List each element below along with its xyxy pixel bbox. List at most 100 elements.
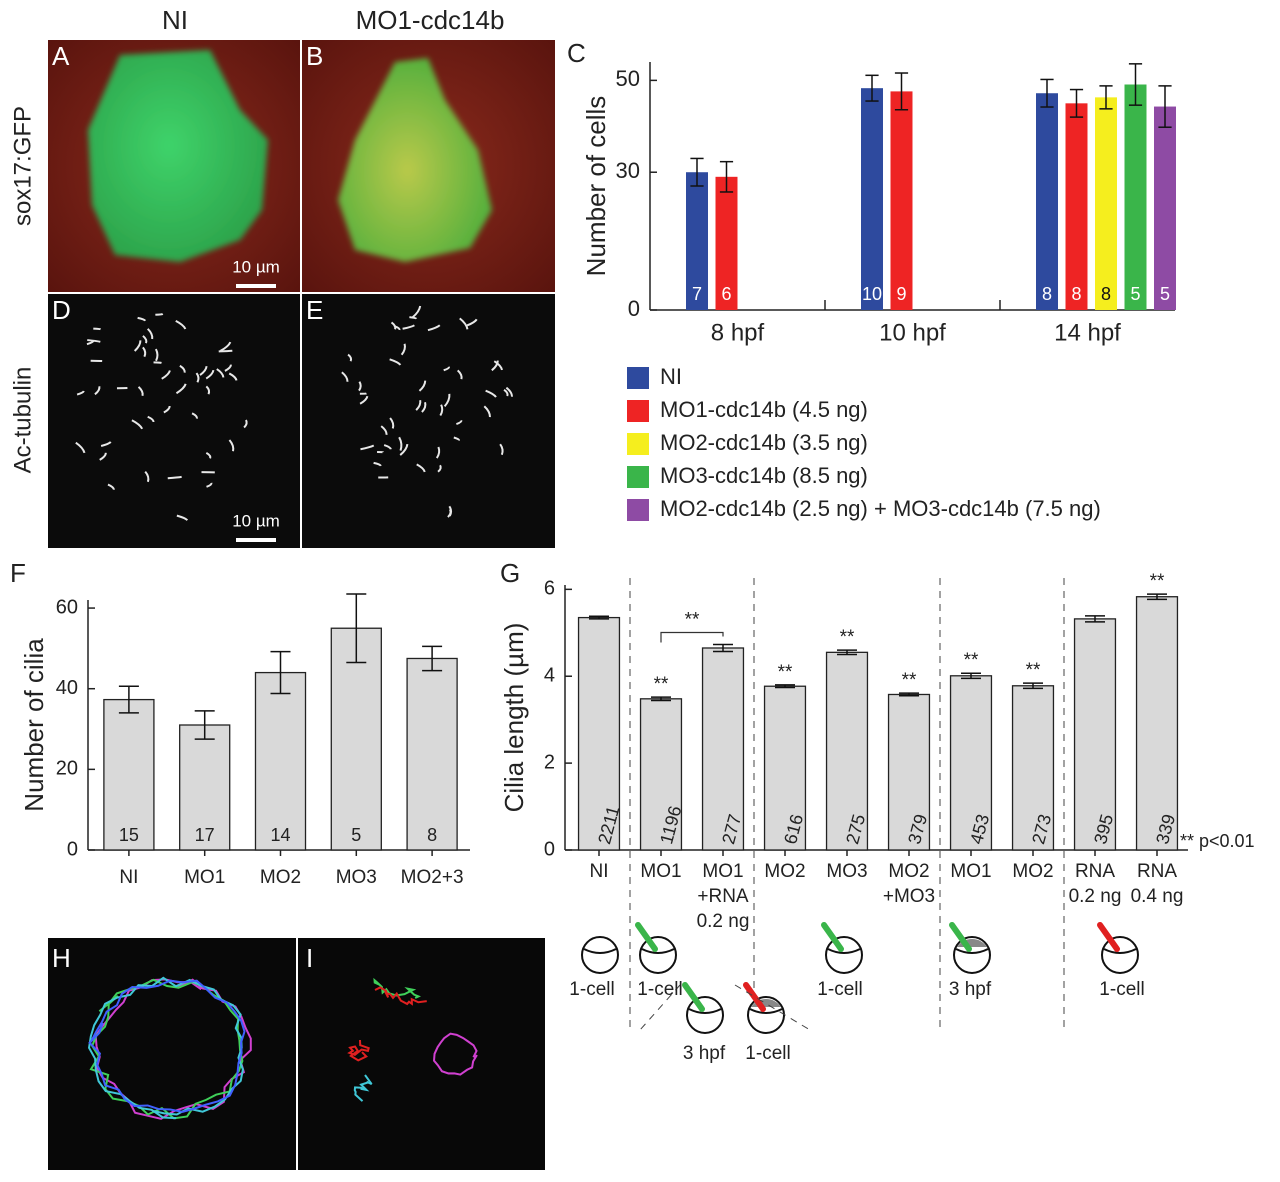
cilium — [400, 343, 406, 356]
cilium — [218, 349, 233, 353]
diagram-label: 1-cell — [817, 979, 862, 1000]
cilium — [100, 441, 112, 447]
x-tick-label: MO2+3 — [401, 867, 464, 888]
cilium — [383, 444, 392, 450]
x-tick-label: MO1 — [950, 861, 991, 882]
diagram-label: 1-cell — [745, 1043, 790, 1064]
n-label: 8 — [1042, 284, 1052, 304]
cilium — [75, 441, 86, 454]
significance-label: ** — [778, 662, 793, 683]
cilium — [456, 369, 463, 380]
cilium — [86, 340, 95, 346]
cilium — [466, 318, 478, 327]
bar — [825, 651, 869, 851]
micrograph-e — [302, 294, 555, 548]
x-tick-label: 14 hpf — [1054, 319, 1121, 346]
x-tick-label: MO1 — [640, 861, 681, 882]
inset-line — [639, 984, 681, 1031]
error-bar — [651, 696, 671, 702]
track — [94, 978, 252, 1120]
x-tick-label: MO2 — [888, 861, 929, 882]
error-bar — [1128, 63, 1143, 106]
error-bar — [194, 710, 215, 740]
endoderm-cluster — [88, 50, 268, 262]
bar — [1036, 93, 1058, 310]
cilium — [142, 335, 148, 344]
embryo-cell — [827, 948, 861, 954]
y-tick-label: 0 — [544, 838, 555, 860]
error-bar — [118, 685, 139, 714]
cilium — [411, 305, 422, 319]
error-bar — [1085, 615, 1105, 623]
row-title: sox17:GFP — [9, 106, 36, 226]
cilium — [175, 320, 187, 330]
needle — [949, 922, 972, 952]
error-bar — [690, 157, 704, 187]
legend-swatch — [627, 466, 649, 488]
embryo-cell — [583, 948, 617, 954]
significance-label: ** — [840, 627, 855, 648]
legend-label: MO2-cdc14b (3.5 ng) — [660, 430, 868, 455]
panel-label: D — [52, 295, 71, 325]
error-bar — [719, 160, 734, 193]
bar — [1135, 596, 1179, 851]
column-title: MO1-cdc14b — [356, 5, 505, 35]
inset-line — [734, 984, 811, 1031]
legend-label: MO3-cdc14b (8.5 ng) — [660, 463, 868, 488]
cilium — [228, 439, 235, 452]
cilium — [107, 483, 115, 490]
cilium — [359, 395, 369, 405]
error-bar — [713, 643, 733, 653]
significance-label: ** — [654, 674, 669, 695]
x-tick-label: MO2 — [1012, 861, 1053, 882]
cilium — [416, 463, 426, 473]
panel-label: E — [306, 295, 323, 325]
track-panel-i — [298, 938, 545, 1170]
bar — [715, 176, 738, 310]
embryo — [825, 936, 863, 974]
cilium — [491, 360, 499, 372]
bar — [701, 647, 745, 851]
cilium — [399, 443, 409, 456]
cilium — [459, 317, 469, 330]
cilium — [443, 366, 451, 372]
cilium — [409, 316, 418, 320]
diagram-label: 3 hpf — [683, 1043, 726, 1064]
track — [353, 1074, 373, 1102]
cilium — [195, 372, 200, 383]
cilium — [389, 417, 395, 429]
cilium — [435, 446, 441, 459]
x-tick-label: MO1 — [702, 861, 743, 882]
x-tick-label: MO2 — [764, 861, 805, 882]
cilium — [341, 371, 349, 382]
cilium — [380, 425, 388, 435]
cilium — [147, 415, 155, 423]
diagram-label: 1-cell — [1099, 979, 1144, 1000]
y-tick-label: 40 — [56, 677, 78, 699]
cilium — [137, 316, 147, 322]
cilium — [147, 328, 154, 340]
cilium — [456, 420, 463, 425]
bar — [179, 724, 231, 851]
n-label: 5 — [351, 825, 361, 845]
cilium — [206, 482, 213, 488]
x-tick-label: 0.4 ng — [1131, 886, 1184, 907]
track — [88, 979, 246, 1113]
error-bar — [1069, 88, 1084, 118]
legend-swatch — [627, 433, 649, 455]
cilium — [99, 452, 107, 461]
x-tick-label: MO1 — [184, 867, 225, 888]
cilium — [427, 324, 441, 332]
track — [432, 1032, 478, 1076]
embryo-cell — [1103, 948, 1137, 954]
n-label: 7 — [692, 284, 702, 304]
n-label: 15 — [119, 825, 139, 845]
cilium — [505, 386, 513, 397]
cilium — [176, 514, 189, 521]
y-tick-label: 60 — [56, 596, 78, 618]
x-tick-label: MO3 — [826, 861, 867, 882]
error-bar — [422, 645, 443, 672]
x-tick-label: RNA — [1075, 861, 1115, 882]
cilium — [155, 313, 164, 316]
y-tick-label: 2 — [544, 751, 555, 773]
